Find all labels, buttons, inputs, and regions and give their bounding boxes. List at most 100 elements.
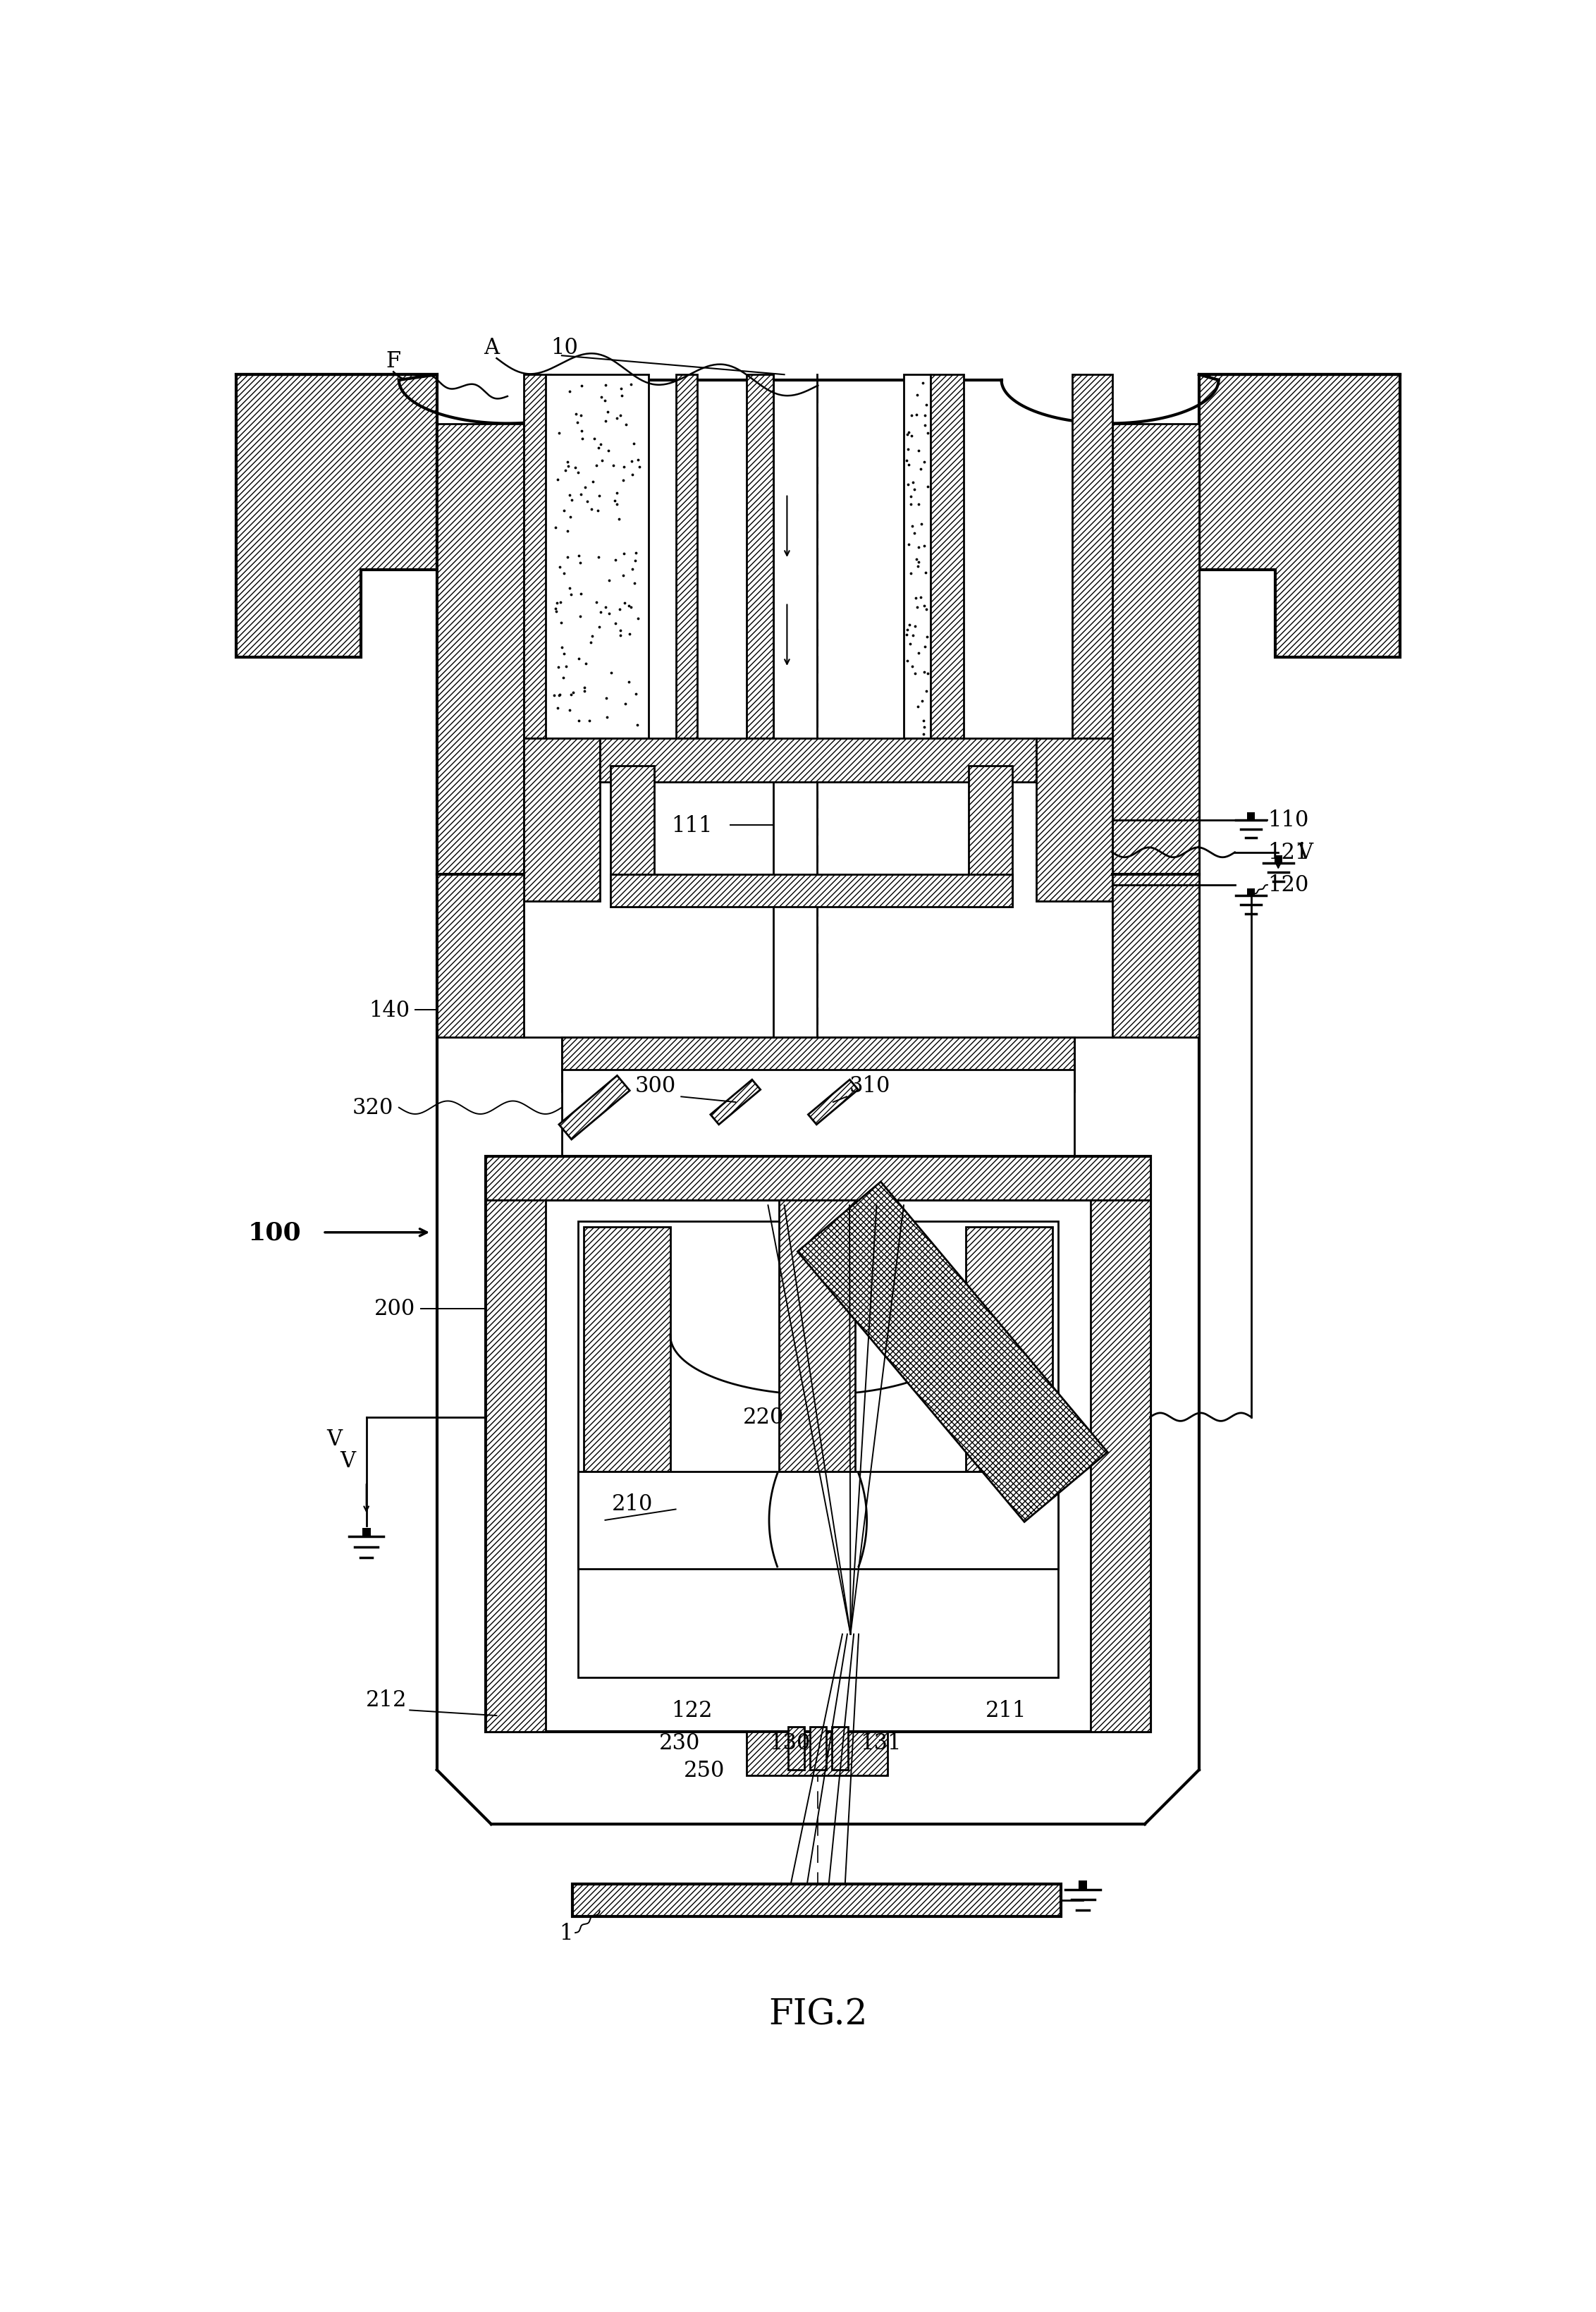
Text: F: F — [386, 351, 401, 372]
Point — [895, 467, 921, 504]
Text: 230: 230 — [659, 1732, 701, 1755]
Point — [573, 645, 598, 682]
Point — [570, 421, 595, 458]
Bar — [573, 1884, 1061, 1917]
Point — [903, 395, 929, 432]
Point — [586, 608, 611, 645]
Bar — [1248, 888, 1254, 897]
Point — [600, 446, 626, 483]
Point — [555, 449, 581, 486]
Point — [910, 682, 935, 719]
Point — [544, 462, 570, 499]
Point — [626, 601, 651, 638]
Bar — [562, 1038, 1074, 1156]
Text: 200: 200 — [373, 1297, 415, 1320]
Point — [568, 398, 594, 435]
Point — [911, 527, 937, 564]
Point — [913, 555, 938, 592]
Text: 300: 300 — [635, 1075, 675, 1098]
Text: V: V — [326, 1429, 342, 1450]
Point — [908, 451, 934, 488]
Polygon shape — [710, 1080, 760, 1126]
Point — [551, 555, 576, 592]
Point — [611, 585, 637, 622]
Point — [575, 483, 600, 520]
Point — [900, 647, 926, 684]
Point — [894, 617, 919, 654]
Point — [583, 421, 608, 458]
Point — [573, 469, 598, 506]
Bar — [779, 1200, 855, 1470]
Bar — [362, 1528, 370, 1537]
Point — [895, 527, 921, 564]
Point — [559, 677, 584, 714]
Point — [587, 594, 613, 631]
Bar — [485, 1156, 1151, 1732]
Point — [910, 365, 935, 402]
Point — [611, 462, 637, 499]
Point — [613, 687, 638, 724]
Point — [557, 691, 583, 728]
Point — [915, 414, 940, 451]
Point — [897, 627, 922, 664]
Bar — [1079, 1880, 1087, 1889]
Text: A: A — [484, 338, 500, 358]
Bar — [675, 375, 697, 740]
Bar — [437, 423, 523, 966]
Point — [541, 677, 567, 714]
Point — [899, 486, 924, 523]
Point — [579, 617, 605, 654]
Point — [618, 590, 643, 627]
Point — [602, 483, 627, 520]
Point — [547, 548, 573, 585]
Point — [598, 654, 624, 691]
Bar — [747, 375, 774, 740]
Bar — [1112, 874, 1199, 1038]
Point — [622, 543, 648, 580]
Bar — [611, 874, 1012, 906]
Point — [555, 539, 581, 576]
Point — [586, 492, 611, 529]
Point — [616, 615, 642, 652]
Point — [557, 372, 583, 409]
Point — [551, 636, 576, 673]
Text: 211: 211 — [985, 1699, 1026, 1720]
Bar — [437, 874, 523, 1038]
Bar — [485, 1200, 546, 1732]
Point — [567, 599, 592, 636]
Point — [621, 425, 646, 462]
Bar — [600, 740, 1036, 781]
Point — [586, 430, 611, 467]
Point — [911, 710, 937, 747]
Point — [897, 606, 922, 643]
Point — [554, 513, 579, 550]
Point — [568, 476, 594, 513]
Text: 220: 220 — [744, 1406, 784, 1429]
Point — [562, 449, 587, 486]
Point — [624, 534, 650, 571]
Point — [899, 509, 924, 546]
Point — [911, 444, 937, 481]
Point — [908, 580, 934, 617]
Point — [546, 416, 571, 453]
Point — [602, 543, 627, 580]
Point — [551, 659, 576, 696]
Point — [611, 557, 637, 594]
Text: 1: 1 — [559, 1921, 573, 1944]
Point — [559, 499, 584, 536]
Point — [544, 585, 570, 622]
Point — [576, 703, 602, 740]
Text: 130: 130 — [769, 1732, 811, 1755]
Point — [902, 608, 927, 645]
Text: 121: 121 — [1267, 842, 1309, 865]
Polygon shape — [236, 375, 437, 657]
Bar — [546, 375, 648, 740]
Point — [584, 446, 610, 483]
Point — [592, 384, 618, 421]
Point — [619, 458, 645, 495]
Point — [608, 398, 634, 435]
Text: 110: 110 — [1267, 809, 1309, 830]
Point — [595, 432, 621, 469]
Point — [549, 629, 575, 666]
Point — [587, 425, 613, 462]
